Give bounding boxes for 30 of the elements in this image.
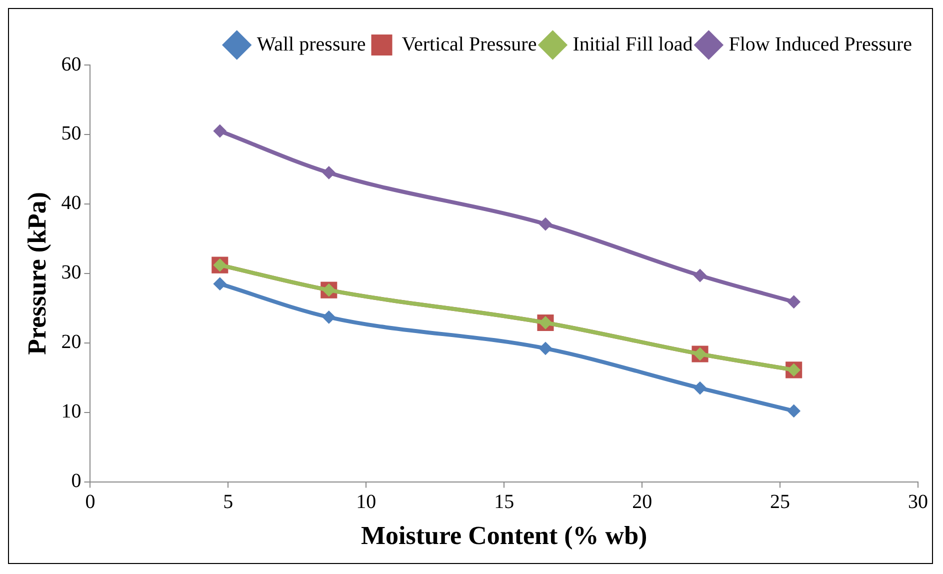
point xyxy=(694,382,707,395)
point xyxy=(322,166,336,180)
point xyxy=(322,310,336,324)
y-axis-title: Pressure (kPa) xyxy=(22,192,52,355)
y-tick-label: 60 xyxy=(61,53,82,76)
x-tick-label: 10 xyxy=(356,491,376,514)
x-tick-label: 5 xyxy=(223,491,234,514)
x-tick-label: 0 xyxy=(85,491,96,514)
point xyxy=(787,295,800,308)
point xyxy=(538,342,552,355)
point xyxy=(213,277,226,290)
legend-label: Vertical Pressure xyxy=(402,33,537,56)
x-tick-label: 30 xyxy=(908,491,928,514)
point xyxy=(787,404,800,418)
point xyxy=(694,268,707,282)
legend-label: Wall pressure xyxy=(256,33,366,56)
x-tick-label: 15 xyxy=(494,491,514,514)
x-tick-label: 25 xyxy=(770,491,790,514)
y-tick-label: 20 xyxy=(61,331,82,354)
point xyxy=(213,124,226,138)
y-tick-label: 30 xyxy=(61,262,82,284)
legend-label: Flow Induced Pressure xyxy=(728,33,912,56)
legend-label: Initial Fill load xyxy=(572,33,693,56)
point xyxy=(538,218,552,231)
y-tick-label: 50 xyxy=(61,122,82,145)
x-tick-label: 20 xyxy=(632,491,652,514)
y-tick-label: 0 xyxy=(71,470,82,492)
y-tick-label: 10 xyxy=(61,400,82,423)
y-tick-label: 40 xyxy=(61,192,82,214)
x-axis-title: Moisture Content (% wb) xyxy=(360,521,648,550)
